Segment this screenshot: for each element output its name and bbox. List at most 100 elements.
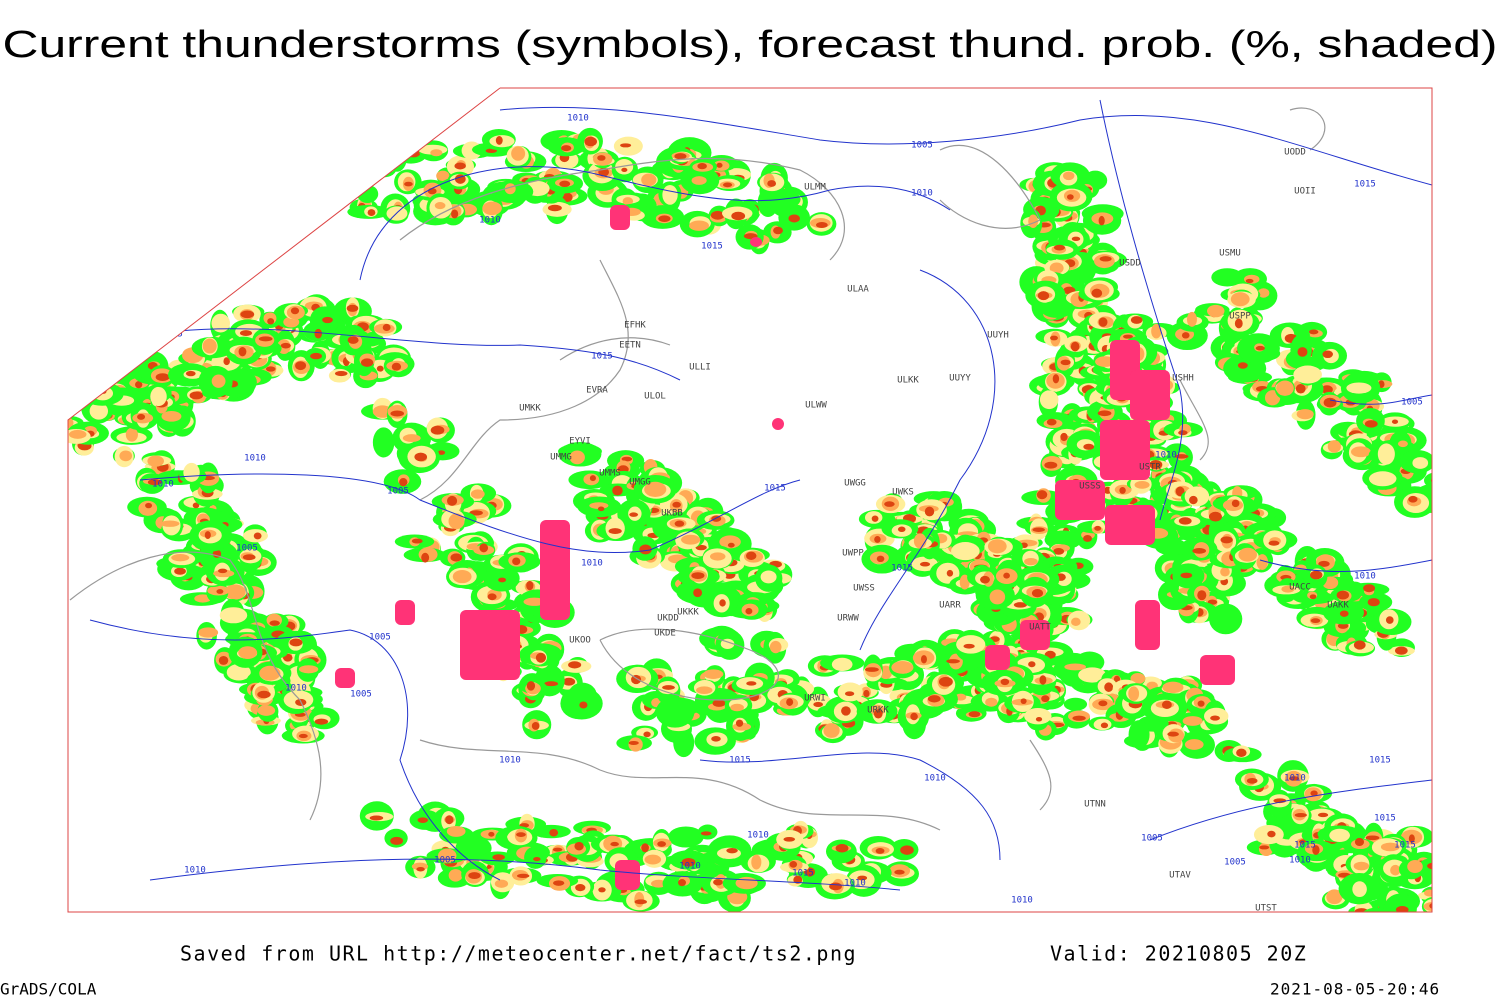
shade-patch: [1412, 457, 1429, 469]
shade-patch: [495, 136, 503, 145]
shade-patch: [1354, 837, 1365, 847]
shade-patch: [920, 655, 927, 664]
shade-patch: [628, 740, 639, 746]
shade-patch: [662, 685, 675, 690]
shade-patch: [198, 627, 219, 638]
shade-patch: [204, 531, 211, 540]
shade-patch: [1039, 390, 1059, 410]
shade-patch: [561, 145, 572, 152]
station-label: ULOL: [644, 392, 666, 402]
shade-patch: [189, 391, 204, 400]
shade-patch: [1449, 461, 1455, 467]
thunderstorm-symbols: [460, 610, 520, 680]
thunderstorm-symbols: [1135, 600, 1160, 650]
shade-patch: [731, 211, 746, 221]
shade-patch: [454, 162, 466, 170]
shade-patch: [269, 620, 280, 626]
shade-patch: [436, 170, 450, 181]
shade-patch: [1134, 481, 1150, 489]
shade-patch: [386, 206, 408, 221]
shade-patch: [823, 723, 840, 738]
isobar-label: 1010: [499, 756, 521, 766]
shade-patch: [1363, 584, 1376, 593]
shade-patch: [681, 534, 701, 545]
shade-patch: [689, 220, 709, 231]
shade-patch: [1197, 590, 1207, 601]
shade-patch: [713, 879, 723, 886]
station-label: ULMM: [804, 183, 826, 193]
shade-patch: [1094, 525, 1102, 531]
station-label: URWI: [804, 694, 826, 704]
shade-patch: [641, 173, 657, 187]
shade-patch: [735, 876, 758, 890]
shade-patch: [1128, 720, 1150, 749]
shade-patch: [1066, 194, 1074, 200]
shade-patch: [242, 554, 256, 561]
shade-patch: [1035, 716, 1043, 722]
shade-patch: [370, 158, 397, 178]
isobar-label: 1010: [1155, 451, 1177, 461]
shade-patch: [138, 500, 158, 516]
shade-patch: [874, 535, 881, 543]
shade-patch: [1350, 446, 1371, 458]
shade-patch: [445, 815, 454, 825]
shade-patch: [620, 143, 632, 148]
shade-patch: [1098, 700, 1108, 707]
station-label: UKKK: [677, 608, 699, 618]
shade-patch: [356, 184, 379, 204]
station-label: UAKK: [1327, 601, 1349, 611]
shade-patch: [1220, 536, 1233, 544]
isobar-label: 1005: [387, 487, 409, 497]
shade-patch: [816, 222, 828, 229]
shade-patch: [735, 719, 744, 727]
isobar-label: 1015: [1369, 756, 1391, 766]
shade-patch: [1259, 845, 1270, 850]
shade-patch: [185, 370, 196, 377]
shade-patch: [1041, 695, 1050, 703]
shade-patch: [1309, 594, 1317, 600]
shade-patch: [289, 638, 303, 647]
shade-patch: [691, 176, 707, 185]
shade-patch: [1184, 486, 1210, 507]
shade-patch: [1374, 917, 1384, 925]
shade-patch: [437, 450, 446, 455]
shade-patch: [372, 427, 395, 458]
shade-patch: [1189, 495, 1198, 505]
shade-patch: [1246, 777, 1258, 784]
shade-patch: [322, 316, 333, 324]
shade-patch: [80, 380, 88, 389]
thunderstorm-symbols: [750, 237, 762, 247]
shade-patch: [1100, 722, 1109, 729]
thunderstorm-symbols: [615, 860, 640, 890]
thunderstorm-symbols: [610, 205, 630, 230]
shade-patch: [498, 577, 507, 583]
shade-patch: [1237, 362, 1248, 369]
shade-patch: [406, 148, 421, 158]
shade-patch: [710, 210, 725, 220]
shade-patch: [533, 857, 541, 862]
station-label: UMKK: [519, 404, 541, 414]
shade-patch: [1036, 490, 1048, 500]
station-label: UMGG: [629, 478, 651, 488]
shade-patch: [1184, 739, 1204, 750]
isobar-label: 1010: [1354, 572, 1376, 582]
shade-patch: [404, 181, 413, 187]
isobar-label: 1005: [911, 141, 933, 151]
isobar-label: 1005: [236, 544, 258, 554]
station-label: USMU: [1219, 249, 1241, 259]
station-label: EETN: [619, 341, 641, 351]
shade-patch: [547, 204, 562, 212]
shade-patch: [745, 551, 757, 560]
software: GrADS/COLA: [0, 980, 97, 999]
shade-patch: [1130, 316, 1143, 324]
shade-patch: [390, 836, 404, 845]
shade-patch: [1060, 359, 1071, 366]
shade-patch: [1391, 419, 1399, 424]
shade-patch: [1178, 430, 1188, 436]
valid-time: Valid: 20210805 20Z: [1050, 942, 1307, 966]
shade-patch: [871, 515, 879, 522]
shade-patch: [1310, 570, 1323, 580]
station-label: UWSS: [853, 584, 875, 594]
shade-patch: [1070, 341, 1080, 352]
shade-patch: [1296, 409, 1314, 420]
